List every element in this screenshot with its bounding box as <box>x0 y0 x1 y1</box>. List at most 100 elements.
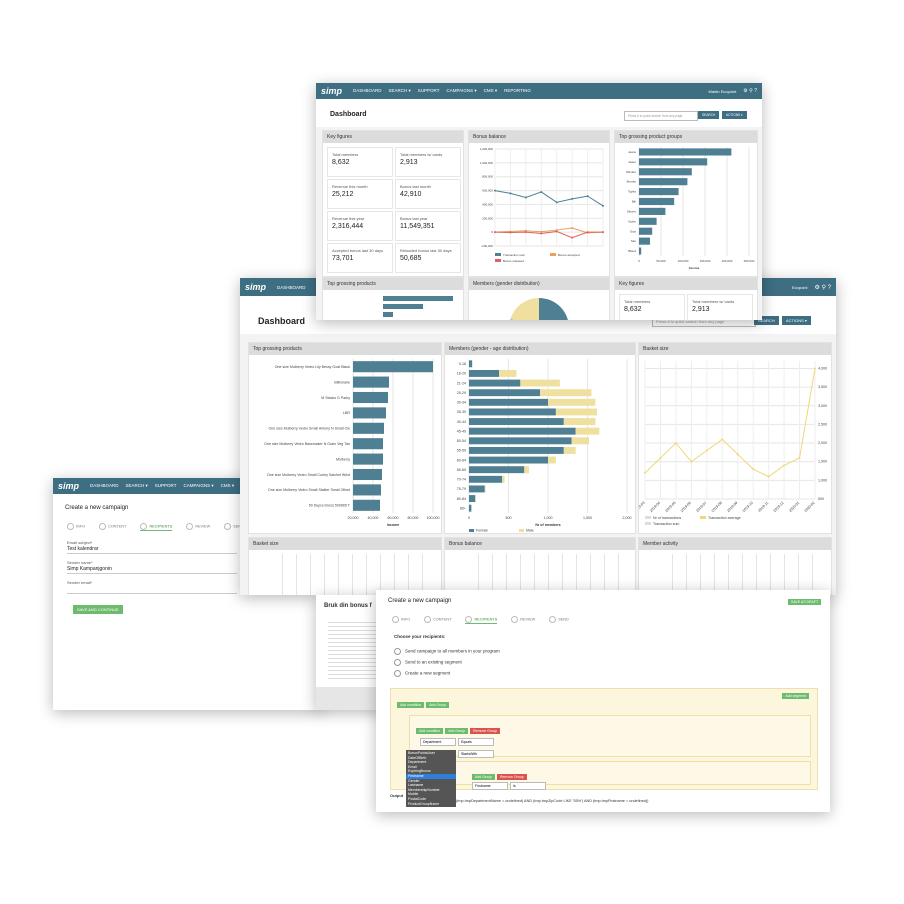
remove-group-button[interactable]: Remove Group <box>470 728 500 734</box>
save-continue-button[interactable]: SAVE AND CONTINUE <box>73 605 123 614</box>
add-condition-button[interactable]: Add condition <box>397 702 425 708</box>
radio-option[interactable]: Send campaign to all members in your pro… <box>394 648 500 655</box>
search-button[interactable]: SEARCH <box>754 316 779 325</box>
dropdown-item[interactable]: DateOfBirth <box>408 755 427 760</box>
point <box>644 471 646 474</box>
step[interactable]: INFO <box>392 616 410 624</box>
dropdown-item[interactable]: ProductGroupName <box>408 801 440 806</box>
point <box>494 189 496 192</box>
y-tick-label: 1,000 <box>818 478 827 482</box>
dropdown-item[interactable]: BonusPointsUser <box>408 751 436 755</box>
bar <box>469 504 472 512</box>
nav-item[interactable]: SEARCH ▾ <box>125 483 148 488</box>
field-dropdown[interactable]: BonusPointsUser DateOfBirth Department Emai… <box>406 750 456 808</box>
nav-item[interactable]: SUPPORT <box>154 483 177 488</box>
point <box>524 231 527 234</box>
dropdown-item[interactable]: Department <box>408 760 427 765</box>
radio-option[interactable]: Send to an existing segment <box>394 659 462 666</box>
key-figure-label: Revenue this year <box>332 216 365 221</box>
step[interactable]: RECIPIENTS <box>140 523 173 531</box>
key-figure-label: Bonus last year <box>400 216 428 221</box>
line-series <box>494 230 603 239</box>
dashboard-window-back: simp DASHBOARD SEARCH ▾ SUPPORT CAMPAIGNS ▾… <box>316 83 762 320</box>
step[interactable]: SEND <box>549 616 569 624</box>
remove-group-button[interactable]: Remove Group <box>496 774 527 780</box>
nav-item[interactable]: DASHBOARD <box>353 88 382 93</box>
actions-button[interactable]: ACTIONS ▾ <box>722 111 747 119</box>
key-figure-value: 8,632 <box>332 159 350 166</box>
line-series <box>494 227 604 234</box>
add-group-button[interactable]: Add Group <box>426 702 450 708</box>
radio-option[interactable]: Create a new segment <box>394 670 450 677</box>
step[interactable]: CONTENT <box>99 523 126 531</box>
line-series <box>494 190 604 207</box>
legend-label: Bonus accepted <box>558 253 580 257</box>
search-input[interactable]: Press # to quick search from any page <box>624 111 698 121</box>
bar <box>469 389 541 397</box>
y-tick-label: 600,000 <box>482 189 493 193</box>
operator-select[interactable]: StartsWith <box>458 750 494 758</box>
actions-button[interactable]: ACTIONS ▾ <box>782 316 811 325</box>
dropdown-item[interactable]: Mobile <box>408 792 419 797</box>
dropdown-item[interactable]: MembershipNumber <box>408 787 440 792</box>
dropdown-item[interactable]: Lastname <box>408 783 424 788</box>
builder-row: Add condition Add Group <box>397 693 807 711</box>
panel-title: Top grossing product groups <box>615 131 757 143</box>
y-tick-label: 2,500 <box>818 422 827 426</box>
chart: -200,000 0 200,000 400,000 600,000 800,000 1,0… <box>480 147 604 263</box>
y-tick-label: 0 <box>491 230 493 234</box>
x-tick-label: 100,000 <box>678 259 689 263</box>
y-tick-label: One size Mulberry Vedro Small Stalker Sm… <box>268 488 350 492</box>
legend-swatch <box>645 522 651 525</box>
nav-item[interactable]: SEARCH ▾ <box>388 88 411 93</box>
operator-select[interactable]: Equals <box>458 738 494 746</box>
nav-item[interactable]: CMS ▾ <box>220 483 235 488</box>
x-tick-label: 80,000 <box>408 516 419 520</box>
search-button[interactable]: SEARCH <box>698 111 720 119</box>
nav-item[interactable]: DASHBOARD <box>90 483 119 488</box>
field-input[interactable]: Simp Kampanjgonin <box>67 565 237 574</box>
condition-row: Firstname Is <box>472 774 548 792</box>
add-group-button[interactable]: Add Group <box>445 728 469 734</box>
form-field: Sender email* <box>67 580 237 594</box>
add-condition-button[interactable]: Add condition <box>416 728 444 734</box>
dropdown-item[interactable]: Email <box>408 764 417 769</box>
bar <box>469 418 564 426</box>
step[interactable]: SEND <box>224 523 244 531</box>
point <box>783 464 786 467</box>
dropdown-item[interactable]: PostalCode <box>408 796 427 801</box>
key-figure: Reloaded bonus last 30 days 50,685 <box>395 243 461 273</box>
dropdown-item[interactable]: Firstname <box>406 773 456 779</box>
steps: INFO CONTENT RECIPIENTS REVIEW SEND <box>67 523 244 531</box>
nav-item[interactable]: CMS ▾ <box>483 88 498 93</box>
add-group-button[interactable]: Add Group <box>472 774 495 780</box>
nav-item[interactable]: DASHBOARD <box>277 284 306 290</box>
step[interactable]: RECIPIENTS <box>465 616 498 624</box>
operator-select[interactable]: Is <box>510 782 546 790</box>
step[interactable]: INFO <box>67 523 85 531</box>
y-tick-label: 45-49 <box>457 429 466 433</box>
field-input[interactable]: Test kalendrar <box>67 545 237 554</box>
dropdown-item[interactable]: Gender <box>408 778 420 783</box>
panel: Bonus balance <box>444 537 636 595</box>
panel: Top grossing products <box>322 277 464 320</box>
save-draft-button[interactable]: SAVE AS DRAFT <box>788 599 822 605</box>
step[interactable]: CONTENT <box>424 616 451 624</box>
step[interactable]: REVIEW <box>186 523 210 531</box>
chart: 20,000 40,000 60,000 80,000 100,000 One size … <box>264 359 440 527</box>
point <box>524 196 527 199</box>
nav-item[interactable]: REPORTING <box>504 88 531 93</box>
dropdown-item[interactable]: ExpiringBonus <box>408 769 431 774</box>
key-figure-label: Total members w/ cards <box>692 299 735 304</box>
nav-item[interactable]: SUPPORT <box>417 88 440 93</box>
step[interactable]: REVIEW <box>511 616 535 624</box>
legend-label: Transaction sum <box>653 522 679 526</box>
nav-item[interactable]: CAMPAIGNS ▾ <box>183 483 214 488</box>
field-select[interactable]: Firstname <box>472 782 508 790</box>
x-tick-label: 2019-11 <box>757 501 769 513</box>
add-segment-button[interactable]: Add segment <box>782 693 809 699</box>
key-figure: Total members w/ cards 2,913 <box>687 294 753 320</box>
field-select[interactable]: Department <box>420 738 456 746</box>
field-input[interactable] <box>67 585 237 594</box>
nav-item[interactable]: CAMPAIGNS ▾ <box>446 88 477 93</box>
